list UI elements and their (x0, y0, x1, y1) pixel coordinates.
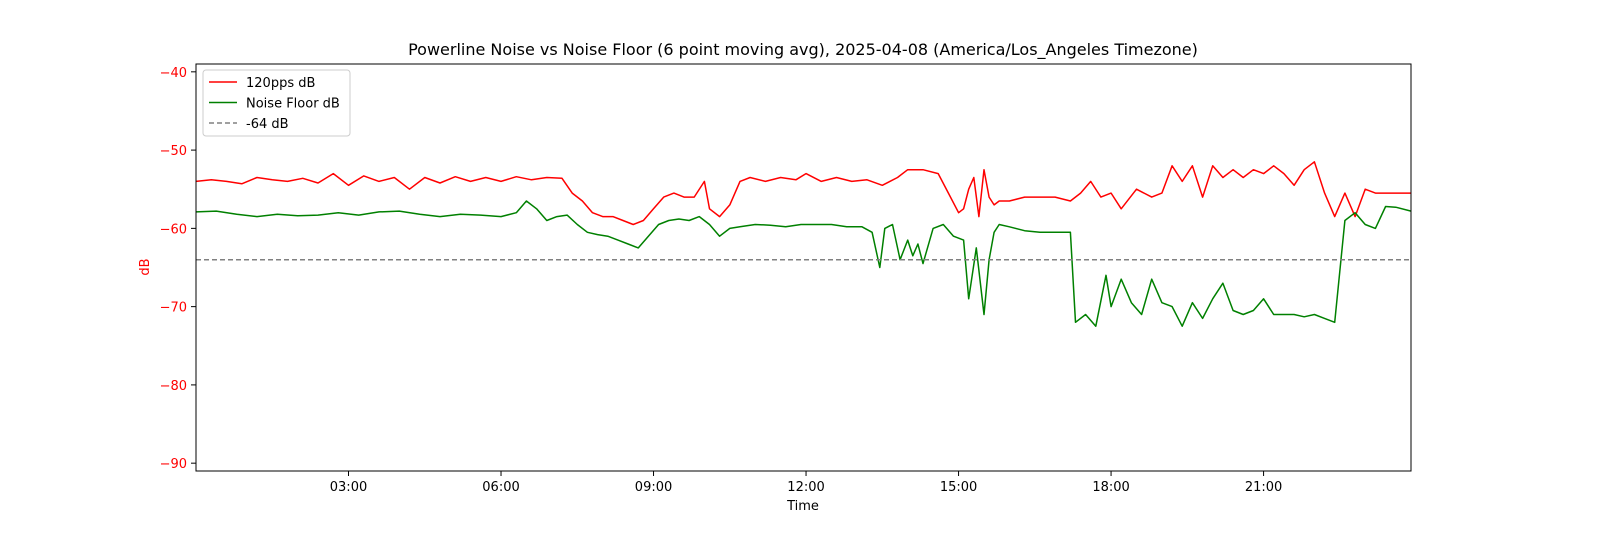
x-tick-label: 09:00 (635, 480, 672, 495)
plot-area (195, 161, 1412, 327)
x-tick-label: 06:00 (482, 480, 519, 495)
series-line-noise-floor-db (195, 200, 1412, 327)
y-tick-label: −40 (160, 66, 187, 81)
y-tick-label: −60 (160, 222, 187, 237)
x-tick-label: 15:00 (940, 480, 977, 495)
legend-label-64-db: -64 dB (246, 117, 289, 132)
x-tick-label: 03:00 (330, 480, 367, 495)
legend-box (202, 69, 351, 137)
chart-title: Powerline Noise vs Noise Floor (6 point … (408, 40, 1198, 60)
series-line-120pps-db (195, 161, 1411, 226)
y-tick-label: −70 (160, 301, 187, 316)
legend: 120pps dB Noise Floor dB -64 dB (202, 69, 351, 137)
x-tick-label: 18:00 (1092, 480, 1129, 495)
y-tick-label: −50 (160, 144, 187, 159)
x-tick-label: 12:00 (787, 480, 824, 495)
legend-label-noise-floor-db: Noise Floor dB (246, 97, 340, 112)
x-tick-label: 21:00 (1245, 480, 1282, 495)
y-tick-label: −80 (160, 379, 187, 394)
legend-label-120pps-db: 120pps dB (246, 76, 315, 91)
plot-frame (195, 63, 1412, 472)
axis-ticks: 03:00 06:00 09:00 12:00 15:00 18:00 21:00 −90 −8… (160, 66, 1283, 495)
y-axis-label: dB (138, 258, 153, 275)
x-axis-label: Time (786, 499, 819, 514)
y-tick-label: −90 (160, 457, 187, 472)
